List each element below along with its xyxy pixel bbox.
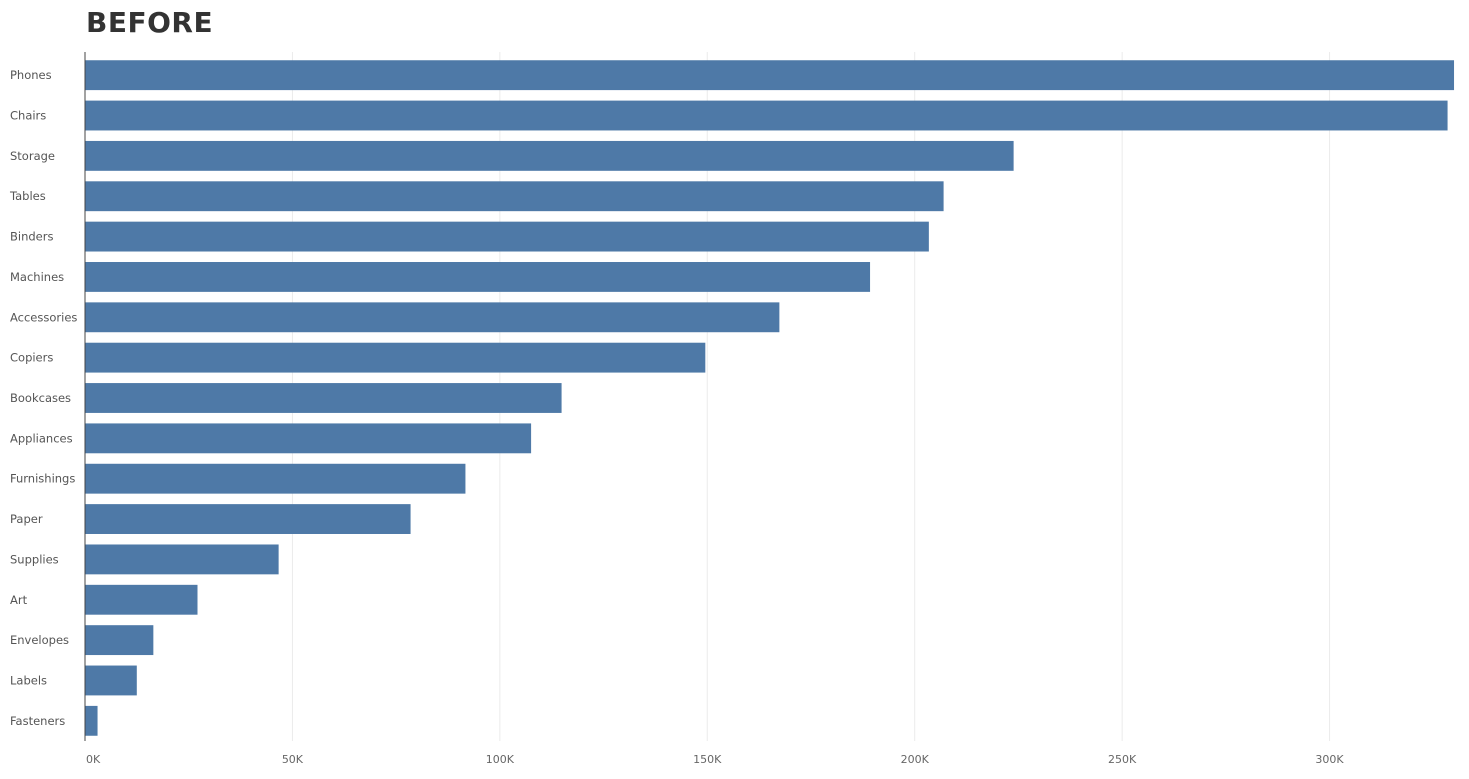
x-tick-label: 50K [282, 753, 304, 766]
category-label: Art [10, 593, 28, 607]
bar[interactable] [85, 100, 1448, 131]
bar[interactable] [85, 181, 944, 212]
bars [85, 60, 1455, 736]
bar[interactable] [85, 463, 466, 494]
category-label: Labels [10, 673, 47, 687]
category-label: Accessories [10, 310, 77, 324]
category-label: Machines [10, 270, 64, 284]
x-tick-label: 250K [1108, 753, 1137, 766]
x-tick-label: 150K [693, 753, 722, 766]
x-tick-label: 100K [486, 753, 515, 766]
x-tick-labels: 0K 50K 100K 150K 200K 250K 300K [86, 753, 1344, 766]
category-label: Chairs [10, 109, 46, 123]
bar[interactable] [85, 302, 780, 333]
bar[interactable] [85, 504, 411, 534]
bar[interactable] [85, 60, 1455, 91]
category-label: Appliances [10, 431, 73, 445]
x-tick-label: 300K [1315, 753, 1344, 766]
bar[interactable] [85, 584, 198, 615]
category-label: Furnishings [10, 472, 75, 486]
bar[interactable] [85, 262, 871, 292]
category-label: Binders [10, 230, 53, 244]
category-label: Storage [10, 149, 55, 163]
bar[interactable] [85, 342, 706, 373]
bar[interactable] [85, 383, 562, 413]
category-label: Copiers [10, 351, 53, 365]
category-label: Fasteners [10, 714, 65, 728]
bar[interactable] [85, 221, 929, 252]
bar[interactable] [85, 665, 137, 696]
category-label: Supplies [10, 552, 59, 566]
bar[interactable] [85, 140, 1014, 171]
category-label: Paper [10, 512, 43, 526]
category-label: Tables [9, 189, 46, 203]
category-labels: Phones Chairs Storage Tables Binders Machines… [9, 68, 77, 728]
category-label: Phones [10, 68, 52, 82]
category-label: Envelopes [10, 633, 69, 647]
bar[interactable] [85, 705, 98, 736]
bar[interactable] [85, 544, 279, 575]
bar[interactable] [85, 423, 532, 454]
x-tick-label: 200K [901, 753, 930, 766]
bar[interactable] [85, 625, 154, 656]
chart-title: BEFORE [86, 6, 214, 39]
category-label: Bookcases [10, 391, 71, 405]
x-tick-label: 0K [86, 753, 101, 766]
